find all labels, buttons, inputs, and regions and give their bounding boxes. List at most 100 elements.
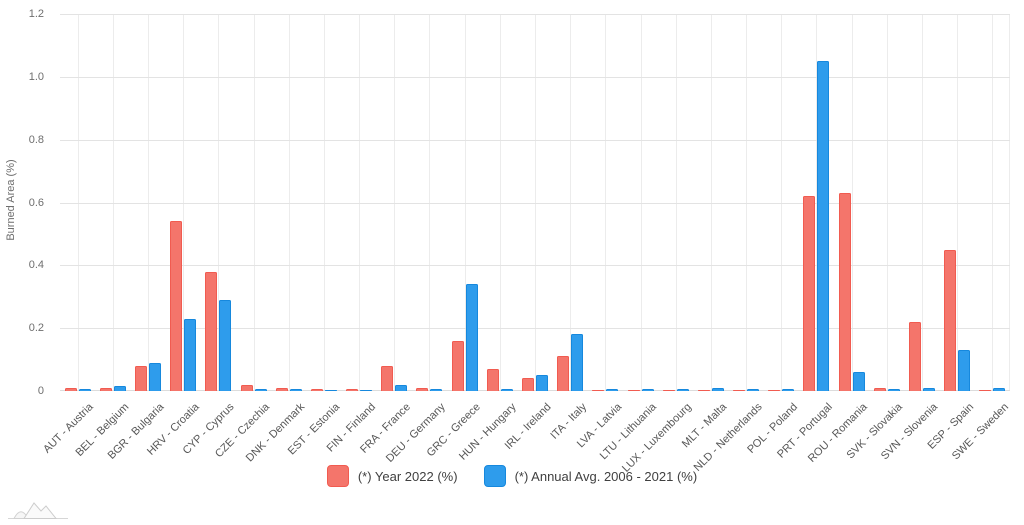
gridline-x <box>429 14 430 391</box>
gridline-x <box>992 14 993 391</box>
gridline-x <box>183 14 184 391</box>
gridline-x <box>957 14 958 391</box>
bar-year-2022-dnk[interactable] <box>276 388 288 391</box>
bar-annual-avg-2006-2021-grc[interactable] <box>466 284 478 391</box>
gridline-x <box>781 14 782 391</box>
y-tick-label-1.2: 1.2 <box>28 8 44 20</box>
bar-year-2022-bel[interactable] <box>100 388 112 391</box>
bar-annual-avg-2006-2021-aut[interactable] <box>79 389 91 391</box>
bar-year-2022-est[interactable] <box>311 389 323 391</box>
bar-year-2022-aut[interactable] <box>65 388 77 391</box>
bar-year-2022-lva[interactable] <box>592 390 604 391</box>
bar-annual-avg-2006-2021-cze[interactable] <box>255 389 267 391</box>
bar-year-2022-grc[interactable] <box>452 341 464 391</box>
bar-annual-avg-2006-2021-dnk[interactable] <box>290 389 302 391</box>
bar-annual-avg-2006-2021-est[interactable] <box>325 390 337 391</box>
bar-year-2022-ltu[interactable] <box>628 390 640 391</box>
gridline-x <box>746 14 747 391</box>
gridline-x <box>535 14 536 391</box>
bar-annual-avg-2006-2021-ltu[interactable] <box>642 389 654 391</box>
legend-item-year-2022[interactable]: (*) Year 2022 (%) <box>326 465 458 487</box>
bar-annual-avg-2006-2021-svk[interactable] <box>888 389 900 391</box>
gridline-y-0.4 <box>60 265 1010 266</box>
bar-year-2022-swe[interactable] <box>979 390 991 391</box>
gridline-x <box>605 14 606 391</box>
y-tick-label-0.2: 0.2 <box>28 322 44 334</box>
gridline-x <box>922 14 923 391</box>
gridline-x <box>816 14 817 391</box>
bar-annual-avg-2006-2021-nld[interactable] <box>747 389 759 391</box>
gridline-y-1.2 <box>60 14 1010 15</box>
bar-annual-avg-2006-2021-hun[interactable] <box>501 389 513 391</box>
bar-annual-avg-2006-2021-esp[interactable] <box>958 350 970 391</box>
gridline-x <box>148 14 149 391</box>
bar-annual-avg-2006-2021-pol[interactable] <box>782 389 794 391</box>
y-tick-label-0: 0 <box>37 385 44 397</box>
bar-annual-avg-2006-2021-fra[interactable] <box>395 385 407 391</box>
gridline-x <box>113 14 114 391</box>
y-tick-label-1.0: 1.0 <box>28 71 44 83</box>
gridline-y-0.8 <box>60 140 1010 141</box>
bar-year-2022-deu[interactable] <box>416 388 428 391</box>
bar-year-2022-nld[interactable] <box>733 390 745 391</box>
gridline-x <box>887 14 888 391</box>
mountains-logo-icon <box>8 502 68 519</box>
bar-year-2022-fra[interactable] <box>381 366 393 391</box>
gridline-x <box>289 14 290 391</box>
gridline-y-0 <box>60 390 1010 391</box>
bar-year-2022-prt[interactable] <box>803 196 815 391</box>
legend-swatch-year-2022-icon <box>326 465 349 487</box>
bar-annual-avg-2006-2021-hrv[interactable] <box>184 319 196 391</box>
bar-annual-avg-2006-2021-irl[interactable] <box>536 375 548 391</box>
bar-year-2022-svk[interactable] <box>874 388 886 391</box>
bar-year-2022-cyp[interactable] <box>205 272 217 391</box>
bar-year-2022-svn[interactable] <box>909 322 921 391</box>
bar-year-2022-cze[interactable] <box>241 385 253 391</box>
gridline-x <box>500 14 501 391</box>
gridline-x <box>254 14 255 391</box>
bar-year-2022-ita[interactable] <box>557 356 569 391</box>
bar-year-2022-lux[interactable] <box>663 390 675 391</box>
bar-year-2022-mlt[interactable] <box>698 390 710 391</box>
legend: (*) Year 2022 (%) (*) Annual Avg. 2006 -… <box>0 462 1024 490</box>
gridline-y-0.6 <box>60 203 1010 204</box>
gridline-x <box>359 14 360 391</box>
bar-year-2022-irl[interactable] <box>522 378 534 391</box>
bar-year-2022-rou[interactable] <box>839 193 851 391</box>
bar-annual-avg-2006-2021-prt[interactable] <box>817 61 829 391</box>
gridline-x <box>570 14 571 391</box>
bar-year-2022-pol[interactable] <box>768 390 780 391</box>
bar-annual-avg-2006-2021-bel[interactable] <box>114 386 126 391</box>
y-tick-label-0.6: 0.6 <box>28 197 44 209</box>
bar-annual-avg-2006-2021-bgr[interactable] <box>149 363 161 391</box>
gridline-x <box>641 14 642 391</box>
gridline-y-1.0 <box>60 77 1010 78</box>
gridline-x <box>852 14 853 391</box>
bar-annual-avg-2006-2021-ita[interactable] <box>571 334 583 391</box>
legend-item-annual-avg[interactable]: (*) Annual Avg. 2006 - 2021 (%) <box>483 465 698 487</box>
bar-annual-avg-2006-2021-svn[interactable] <box>923 388 935 391</box>
gridline-x <box>218 14 219 391</box>
gridline-x <box>465 14 466 391</box>
y-tick-label-0.4: 0.4 <box>28 259 44 271</box>
gridline-x <box>394 14 395 391</box>
bar-year-2022-hrv[interactable] <box>170 221 182 391</box>
bar-annual-avg-2006-2021-mlt[interactable] <box>712 388 724 391</box>
bar-annual-avg-2006-2021-deu[interactable] <box>430 389 442 391</box>
legend-swatch-annual-avg-icon <box>483 465 506 487</box>
bar-annual-avg-2006-2021-fin[interactable] <box>360 390 372 391</box>
bar-annual-avg-2006-2021-lux[interactable] <box>677 389 689 391</box>
bar-year-2022-fin[interactable] <box>346 389 358 391</box>
bar-year-2022-hun[interactable] <box>487 369 499 391</box>
bar-annual-avg-2006-2021-swe[interactable] <box>993 388 1005 391</box>
bar-annual-avg-2006-2021-rou[interactable] <box>853 372 865 391</box>
gridline-x <box>676 14 677 391</box>
legend-label-annual-avg: (*) Annual Avg. 2006 - 2021 (%) <box>514 468 698 484</box>
plot-area <box>60 14 1010 391</box>
bar-year-2022-bgr[interactable] <box>135 366 147 391</box>
bar-annual-avg-2006-2021-lva[interactable] <box>606 389 618 391</box>
gridline-x <box>78 14 79 391</box>
bar-year-2022-esp[interactable] <box>944 250 956 391</box>
bar-annual-avg-2006-2021-cyp[interactable] <box>219 300 231 391</box>
